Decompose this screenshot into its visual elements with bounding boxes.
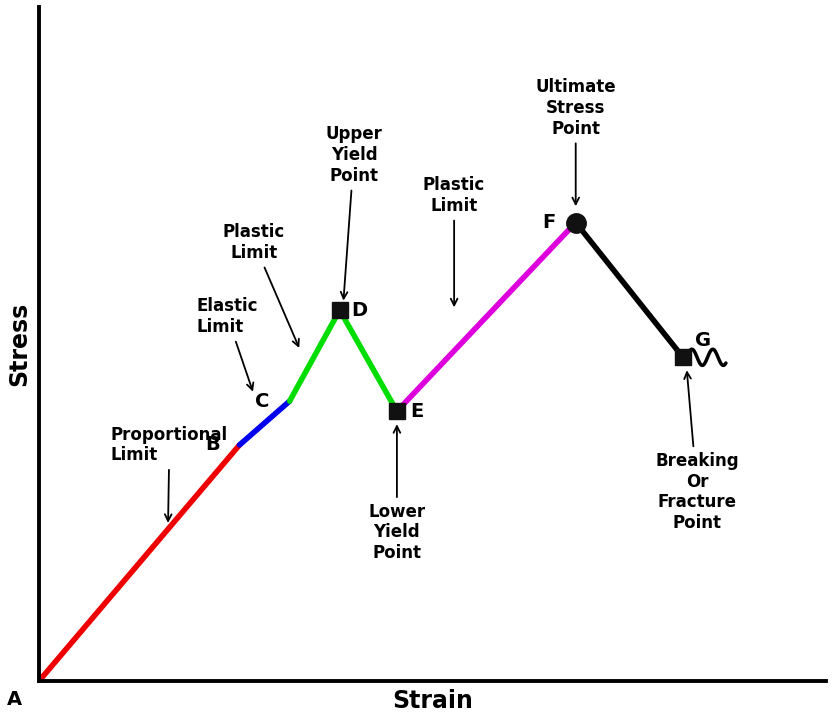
Text: A: A — [7, 690, 22, 709]
Text: D: D — [352, 301, 368, 320]
Text: Ultimate
Stress
Point: Ultimate Stress Point — [536, 78, 616, 204]
Text: Plastic
Limit: Plastic Limit — [423, 176, 486, 305]
Text: C: C — [255, 392, 270, 410]
Text: F: F — [542, 213, 555, 232]
Y-axis label: Stress: Stress — [7, 302, 31, 386]
Text: Lower
Yield
Point: Lower Yield Point — [368, 426, 426, 562]
Text: Elastic
Limit: Elastic Limit — [197, 297, 258, 390]
X-axis label: Strain: Strain — [392, 689, 473, 713]
Text: G: G — [695, 331, 711, 350]
Text: Upper
Yield
Point: Upper Yield Point — [326, 125, 382, 299]
Text: B: B — [205, 436, 220, 454]
Text: E: E — [411, 402, 423, 420]
Text: Plastic
Limit: Plastic Limit — [222, 223, 299, 346]
Text: Proportional
Limit: Proportional Limit — [111, 426, 228, 521]
Text: Breaking
Or
Fracture
Point: Breaking Or Fracture Point — [656, 372, 739, 532]
